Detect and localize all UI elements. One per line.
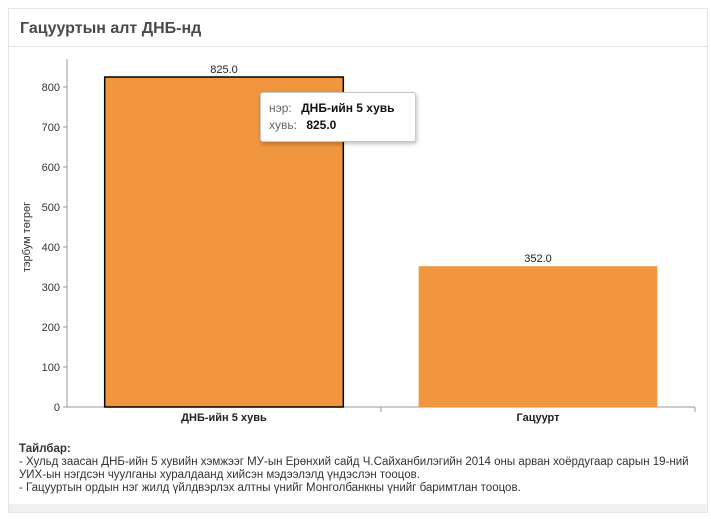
notes-line-1: - Хульд заасан ДНБ-ийн 5 хувийн хэмжээг … <box>19 456 689 481</box>
y-tick-label: 0 <box>54 402 60 414</box>
notes-section: Тайлбар: - Хульд заасан ДНБ-ийн 5 хувийн… <box>19 443 704 495</box>
y-tick-label: 500 <box>42 202 60 214</box>
data-tooltip: нэр: ДНБ-ийн 5 хувь хувь: 825.0 <box>260 92 416 142</box>
notes-line-2: - Гацууртын ордын нэг жилд үйлдвэрлэх ал… <box>19 482 521 494</box>
y-tick-label: 300 <box>42 282 60 294</box>
tooltip-name-value: ДНБ-ийн 5 хувь <box>301 101 395 115</box>
y-tick-label: 700 <box>42 122 60 134</box>
y-tick-label: 200 <box>42 322 60 334</box>
tooltip-value-value: 825.0 <box>306 118 337 132</box>
y-tick-label: 400 <box>42 242 60 254</box>
chart-title: Гацууртын алт ДНБ-нд <box>20 20 202 37</box>
y-tick-label: 800 <box>42 82 60 94</box>
tooltip-value-key: хувь: <box>269 118 297 132</box>
y-tick-label: 100 <box>42 362 60 374</box>
notes-heading: Тайлбар: <box>19 443 71 455</box>
header-divider <box>9 46 707 47</box>
tooltip-name-key: нэр: <box>269 101 292 115</box>
x-tick-label: Гацуурт <box>516 412 560 424</box>
bar-chart: 0 100 200 300 400 500 600 700 800 тэрбум төгрөг 82… <box>21 59 696 424</box>
chart-card: Гацууртын алт ДНБ-нд 0 100 200 300 400 500 600… <box>8 8 708 513</box>
y-tick-label: 600 <box>42 162 60 174</box>
bar-value-label: 352.0 <box>524 253 552 265</box>
bar-value-label: 825.0 <box>210 64 238 76</box>
y-axis-title: тэрбум төгрөг <box>21 202 33 272</box>
bar-2 <box>418 266 658 407</box>
footer-bar <box>9 504 707 512</box>
x-tick-label: ДНБ-ийн 5 хувь <box>181 412 267 424</box>
